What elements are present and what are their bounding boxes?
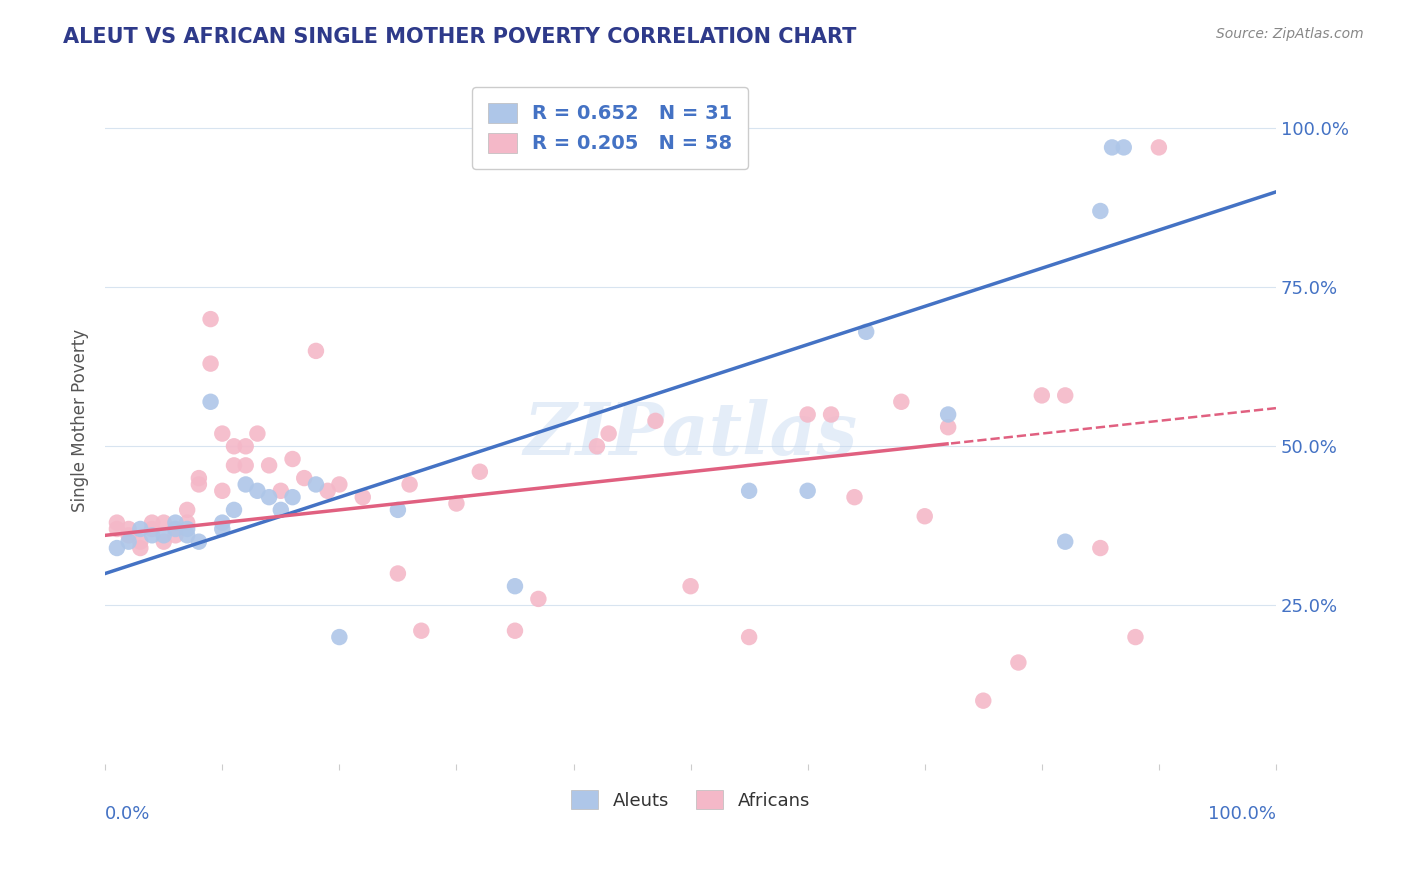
Text: Source: ZipAtlas.com: Source: ZipAtlas.com <box>1216 27 1364 41</box>
Point <box>1031 388 1053 402</box>
Point <box>738 630 761 644</box>
Point <box>176 522 198 536</box>
Point <box>972 694 994 708</box>
Point <box>222 439 245 453</box>
Point <box>1090 541 1112 555</box>
Point <box>270 503 292 517</box>
Point <box>152 516 174 530</box>
Point <box>235 458 257 473</box>
Point <box>598 426 620 441</box>
Point <box>176 528 198 542</box>
Point <box>1147 140 1170 154</box>
Point <box>105 516 128 530</box>
Point <box>187 477 209 491</box>
Point <box>257 458 280 473</box>
Point <box>129 541 152 555</box>
Point <box>305 477 328 491</box>
Point <box>352 490 374 504</box>
Point <box>152 534 174 549</box>
Point <box>222 458 245 473</box>
Text: 0.0%: 0.0% <box>105 805 150 823</box>
Point <box>176 503 198 517</box>
Point <box>211 426 233 441</box>
Point <box>936 420 959 434</box>
Point <box>246 426 269 441</box>
Point <box>1090 204 1112 219</box>
Text: 100.0%: 100.0% <box>1208 805 1277 823</box>
Point <box>235 439 257 453</box>
Point <box>141 522 163 536</box>
Point <box>117 522 139 536</box>
Point <box>176 516 198 530</box>
Point <box>411 624 433 638</box>
Point <box>235 477 257 491</box>
Legend: Aleuts, Africans: Aleuts, Africans <box>564 783 817 817</box>
Point <box>328 630 350 644</box>
Point <box>936 408 959 422</box>
Point <box>200 394 222 409</box>
Point <box>387 566 409 581</box>
Point <box>105 522 128 536</box>
Point <box>117 534 139 549</box>
Point <box>328 477 350 491</box>
Point <box>446 496 468 510</box>
Point <box>257 490 280 504</box>
Point <box>503 624 526 638</box>
Point <box>890 394 912 409</box>
Point <box>468 465 491 479</box>
Point <box>129 534 152 549</box>
Point <box>200 312 222 326</box>
Point <box>211 483 233 498</box>
Point <box>281 452 304 467</box>
Point <box>165 528 187 542</box>
Point <box>1112 140 1135 154</box>
Point <box>222 503 245 517</box>
Point <box>503 579 526 593</box>
Point <box>844 490 866 504</box>
Point <box>141 516 163 530</box>
Point <box>281 490 304 504</box>
Point <box>165 516 187 530</box>
Point <box>1054 388 1077 402</box>
Point <box>270 483 292 498</box>
Point <box>1007 656 1029 670</box>
Point <box>914 509 936 524</box>
Point <box>796 483 818 498</box>
Text: ALEUT VS AFRICAN SINGLE MOTHER POVERTY CORRELATION CHART: ALEUT VS AFRICAN SINGLE MOTHER POVERTY C… <box>63 27 856 46</box>
Point <box>527 591 550 606</box>
Point <box>292 471 315 485</box>
Point <box>644 414 666 428</box>
Point <box>211 516 233 530</box>
Point <box>141 528 163 542</box>
Point <box>165 522 187 536</box>
Text: ZIPatlas: ZIPatlas <box>523 399 858 470</box>
Point <box>165 522 187 536</box>
Point <box>1101 140 1123 154</box>
Point <box>796 408 818 422</box>
Point <box>187 471 209 485</box>
Point <box>316 483 339 498</box>
Point <box>246 483 269 498</box>
Point <box>586 439 609 453</box>
Point <box>398 477 420 491</box>
Point <box>129 522 152 536</box>
Point <box>105 541 128 555</box>
Point <box>305 343 328 358</box>
Point <box>738 483 761 498</box>
Point <box>117 528 139 542</box>
Y-axis label: Single Mother Poverty: Single Mother Poverty <box>72 329 89 512</box>
Point <box>200 357 222 371</box>
Point <box>855 325 877 339</box>
Point <box>152 528 174 542</box>
Point <box>820 408 842 422</box>
Point <box>679 579 702 593</box>
Point <box>211 522 233 536</box>
Point <box>187 534 209 549</box>
Point <box>1125 630 1147 644</box>
Point <box>1054 534 1077 549</box>
Point <box>387 503 409 517</box>
